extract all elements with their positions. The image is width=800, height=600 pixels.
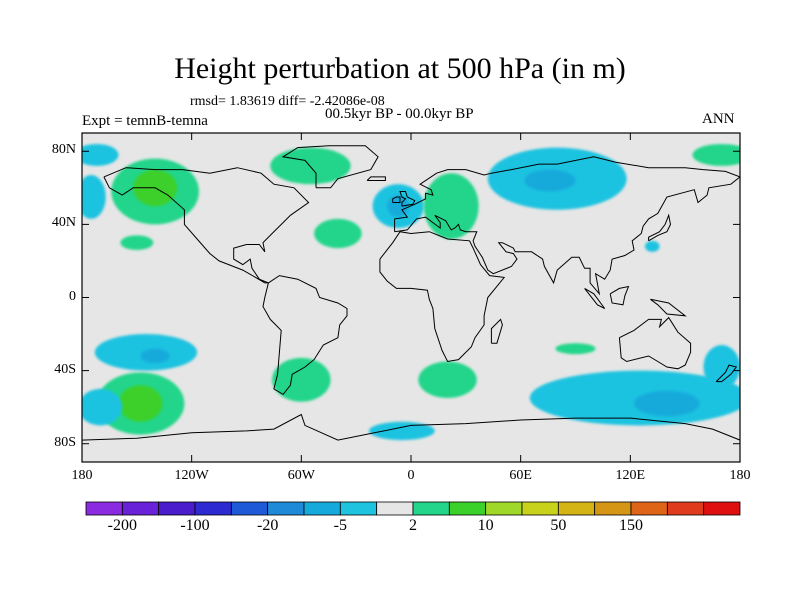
- lon-label: 180: [729, 468, 751, 483]
- lat-label: 40S: [54, 361, 76, 377]
- colorbar-swatch: [521, 501, 559, 516]
- plot-title: Height perturbation at 500 hPa (in m): [174, 52, 626, 85]
- experiment-label: Expt = temnB-temna: [82, 113, 208, 129]
- coastline-sumatra: [584, 287, 606, 309]
- colorbar-swatch: [594, 501, 632, 516]
- colorbar-swatch: [158, 501, 196, 516]
- anomaly-region-pacific-west-negative: [82, 175, 106, 219]
- colorbar-label: -200: [107, 517, 137, 534]
- coastline-north-america: [103, 167, 310, 284]
- lat-label: 80N: [51, 142, 76, 158]
- colorbar-swatch: [412, 501, 450, 516]
- anomaly-regions: [82, 143, 740, 441]
- coastline-australia: [618, 316, 692, 370]
- colorbar-swatch: [303, 501, 341, 516]
- colorbar-label: 150: [619, 517, 643, 534]
- coastline-new-guinea: [650, 298, 687, 317]
- colorbar-swatch: [666, 501, 705, 516]
- anomaly-region-south-atlantic-positive: [418, 361, 477, 399]
- lon-label: 120E: [615, 468, 646, 483]
- coastlines: [82, 145, 740, 441]
- colorbar-swatch: [448, 501, 487, 516]
- colorbar-swatch: [267, 501, 305, 516]
- colorbar-label: 2: [409, 517, 417, 534]
- colorbar-swatch: [703, 501, 741, 516]
- coastline-iceland: [366, 176, 386, 181]
- stats-text: rmsd= 1.83619 diff= -2.42086e-08: [190, 94, 385, 109]
- season-label: ANN: [702, 111, 735, 127]
- anomaly-region-south-pacific-negative-core: [140, 348, 170, 364]
- coastline-new-zealand: [715, 364, 738, 383]
- coastline-africa: [379, 231, 506, 363]
- coastline-borneo: [609, 285, 630, 306]
- colorbar-swatch: [557, 501, 596, 516]
- colorbar: [85, 501, 741, 516]
- lon-label: 60W: [287, 468, 315, 483]
- anomaly-region-subtropical-atlantic-positive: [314, 218, 362, 249]
- anomaly-region-greenland-positive: [270, 147, 351, 185]
- period-text: 00.5kyr BP - 00.0kyr BP: [325, 106, 474, 122]
- lon-label: 0: [407, 468, 415, 483]
- anomaly-region-southern-ocean-pacific-positive-core: [118, 385, 163, 422]
- anomaly-region-arctic-east-positive: [692, 143, 740, 166]
- anomaly-region-north-pacific-small-positive: [120, 235, 154, 250]
- anomaly-region-arctic-west-negative: [82, 143, 119, 166]
- axis-ticks: [81, 133, 741, 462]
- colorbar-swatch: [485, 501, 523, 516]
- anomaly-region-japan-small-negative: [644, 240, 660, 252]
- lat-label: 0: [69, 288, 76, 304]
- coastline-madagascar: [490, 318, 503, 344]
- colorbar-label: -100: [180, 517, 210, 534]
- colorbar-label: 50: [550, 517, 567, 534]
- anomaly-region-southern-ocean-indian-negative-core: [633, 390, 700, 417]
- coastline-ireland: [392, 196, 401, 203]
- coastline-south-america: [262, 275, 348, 396]
- anomaly-region-south-america-positive: [272, 357, 331, 402]
- colorbar-label: 10: [477, 517, 494, 534]
- colorbar-swatch: [230, 501, 269, 516]
- coastline-eurasia: [394, 156, 740, 296]
- colorbar-label: -20: [256, 517, 279, 534]
- colorbar-swatch: [339, 501, 378, 516]
- colorbar-swatch: [376, 501, 414, 516]
- anomaly-region-antarctic-atlantic-negative: [368, 421, 435, 441]
- colorbar-swatch: [630, 501, 668, 516]
- lat-label: 40N: [51, 215, 76, 231]
- colorbar-swatch: [85, 501, 123, 516]
- coastline-japan: [648, 213, 672, 242]
- anomaly-region-indian-ocean-small-positive: [555, 343, 596, 355]
- coastline-greenland: [281, 145, 379, 189]
- colorbar-swatch: [121, 501, 160, 516]
- coastline-antarctica: [82, 413, 740, 441]
- colorbar-label: -5: [333, 517, 347, 534]
- anomaly-region-south-pacific-east-negative: [82, 388, 123, 426]
- lon-label: 180: [71, 468, 93, 483]
- anomaly-region-tasman-negative: [703, 345, 740, 389]
- anomaly-region-siberia-negative-core: [524, 169, 576, 192]
- coastline-great-britain: [399, 191, 416, 207]
- anomaly-region-europe-positive: [423, 173, 479, 240]
- lon-label: 60E: [509, 468, 532, 483]
- colorbar-swatch: [194, 501, 232, 516]
- lat-label: 80S: [54, 434, 76, 450]
- lon-label: 120W: [174, 468, 209, 483]
